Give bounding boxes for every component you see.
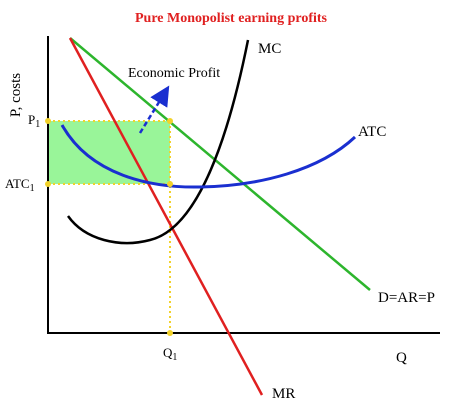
cost-text: ATC — [5, 176, 30, 191]
profit-area — [48, 121, 170, 184]
price-text: P — [28, 112, 35, 127]
demand-label: D=AR=P — [378, 290, 435, 306]
mc-label: MC — [258, 41, 281, 57]
quantity-label: Q1 — [163, 345, 177, 363]
x-axis-label: Q — [396, 350, 407, 366]
cost-label: ATC1 — [5, 176, 35, 194]
quantity-subscript: 1 — [172, 352, 177, 363]
mc-curve — [66, 39, 250, 245]
y-axis-label: P, costs — [8, 73, 24, 117]
quantity-text: Q — [163, 345, 173, 360]
guide-points — [45, 118, 173, 336]
title: Pure Monopolist earning profits — [135, 11, 328, 26]
mr-curve — [68, 37, 264, 396]
atc-label: ATC — [358, 124, 386, 140]
atc-curve — [60, 124, 357, 189]
price-label: P1 — [28, 112, 40, 130]
demand-curve — [69, 37, 371, 291]
mr-label: MR — [272, 386, 295, 402]
price-subscript: 1 — [35, 119, 40, 130]
annotation: Economic Profit — [128, 66, 220, 81]
cost-subscript: 1 — [30, 183, 35, 194]
